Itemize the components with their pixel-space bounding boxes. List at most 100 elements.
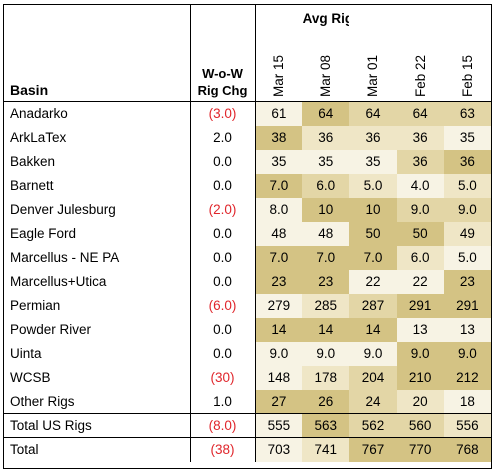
rig-count-cell: 36: [302, 125, 350, 150]
basin-cell: Uinta: [10, 346, 42, 361]
rig-count-cell: 48: [302, 221, 350, 246]
rig-count-cell: 556: [443, 413, 491, 438]
rig-count-cell: 5.0: [443, 173, 491, 198]
rig-count-cell: 22: [396, 269, 444, 294]
rig-count-cell: 20: [396, 389, 444, 414]
rig-count-cell: 212: [443, 365, 491, 390]
rig-count-cell: 9.0: [396, 341, 444, 366]
wow-header-line1: W-o-W: [202, 66, 243, 81]
rig-count-cell: 7.0: [302, 245, 350, 270]
basin-cell: Total US Rigs: [4, 413, 191, 438]
rig-count-cell: 770: [396, 437, 444, 462]
week-header-2: Mar 01: [349, 5, 397, 102]
basin-cell: Bakken: [10, 154, 56, 169]
basin-cell: Denver Julesburg: [10, 202, 116, 217]
rig-count-cell: 285: [302, 293, 350, 318]
wow-change-cell: 0.0: [189, 341, 256, 366]
wow-change-cell: (30): [189, 365, 256, 390]
rig-count-cell: 14: [349, 317, 397, 342]
rig-count-cell: 48: [255, 221, 303, 246]
rig-count-cell: 148: [255, 365, 303, 390]
week-label: Mar 15: [271, 54, 287, 97]
rig-count-cell: 291: [396, 293, 444, 318]
rig-count-cell: 291: [443, 293, 491, 318]
table-row: Permian (6.0) 279 285 287 291 291: [4, 293, 491, 318]
rig-count-cell: 10: [349, 197, 397, 222]
rig-count-cell: 560: [396, 413, 444, 438]
table-row: WCSB (30) 148 178 204 210 212: [4, 365, 491, 390]
rig-count-cell: 4.0: [396, 173, 444, 198]
rig-count-cell: 22: [349, 269, 397, 294]
rig-count-cell: 9.0: [443, 197, 491, 222]
week-label: Feb 15: [459, 54, 475, 97]
table-row: Anadarko (3.0) 61 64 64 64 63: [4, 101, 491, 126]
rig-count-cell: 9.0: [302, 341, 350, 366]
rig-count-cell: 204: [349, 365, 397, 390]
wow-change-cell: 0.0: [189, 221, 256, 246]
rig-count-cell: 767: [349, 437, 397, 462]
header-row: Basin W-o-W Rig Chg Mar 15 Avg Rig Count…: [4, 5, 491, 102]
rig-count-cell: 13: [396, 317, 444, 342]
basin-cell: Barnett: [10, 178, 54, 193]
rig-count-cell: 287: [349, 293, 397, 318]
rig-count-cell: 178: [302, 365, 350, 390]
rig-count-table: Basin W-o-W Rig Chg Mar 15 Avg Rig Count…: [4, 5, 491, 462]
table-row: Other Rigs 1.0 27 26 24 20 18: [4, 389, 491, 414]
rig-count-cell: 64: [349, 101, 397, 126]
rig-count-cell: 23: [255, 269, 303, 294]
week-label: Mar 01: [365, 54, 381, 97]
wow-change-cell: 0.0: [189, 149, 256, 174]
basin-cell: Anadarko: [10, 106, 68, 122]
rig-count-cell: 5.0: [349, 173, 397, 198]
rig-count-cell: 9.0: [255, 341, 303, 366]
rig-count-cell: 50: [349, 221, 397, 246]
table-row: Denver Julesburg (2.0) 8.0 10 10 9.0 9.0: [4, 197, 491, 222]
rig-count-cell: 23: [302, 269, 350, 294]
rig-count-cell: 7.0: [255, 173, 303, 198]
wow-change-cell: 2.0: [189, 125, 256, 150]
wow-change-cell: 0.0: [189, 173, 256, 198]
wow-change-cell: (6.0): [189, 293, 256, 318]
week-label: Mar 08: [318, 54, 334, 97]
rig-count-cell: 210: [396, 365, 444, 390]
rig-count-table-frame: Basin W-o-W Rig Chg Mar 15 Avg Rig Count…: [3, 4, 492, 469]
rig-count-cell: 23: [443, 269, 491, 294]
wow-change-cell: 0.0: [189, 317, 256, 342]
rig-count-cell: 24: [349, 389, 397, 414]
rig-count-cell: 9.0: [349, 341, 397, 366]
rig-count-cell: 9.0: [396, 197, 444, 222]
table-row: Marcellus+Utica 0.0 23 23 22 22 23: [4, 269, 491, 294]
wow-change-cell: (8.0): [189, 413, 256, 438]
avg-rig-count-title: Avg Rig Count: [302, 11, 350, 26]
wow-change-cell: 1.0: [189, 389, 256, 414]
rig-count-cell: 61: [255, 101, 303, 126]
rig-count-cell: 7.0: [255, 245, 303, 270]
table-row: ArkLaTex 2.0 38 36 36 36 35: [4, 125, 491, 150]
table-row: Barnett 0.0 7.0 6.0 5.0 4.0 5.0: [4, 173, 491, 198]
rig-count-cell: 14: [255, 317, 303, 342]
rig-count-cell: 7.0: [349, 245, 397, 270]
rig-count-cell: 6.0: [396, 245, 444, 270]
wow-change-cell: 0.0: [189, 245, 256, 270]
basin-header: Basin: [4, 5, 191, 102]
rig-count-cell: 63: [443, 101, 491, 126]
rig-count-cell: 35: [302, 149, 350, 174]
rig-count-cell: 35: [443, 125, 491, 150]
table-row: Bakken 0.0 35 35 35 36 36: [4, 149, 491, 174]
basin-cell: Other Rigs: [10, 393, 75, 409]
rig-count-cell: 38: [255, 125, 303, 150]
rig-count-cell: 563: [302, 413, 350, 438]
rig-count-cell: 10: [302, 197, 350, 222]
rig-count-cell: 36: [349, 125, 397, 150]
rig-count-cell: 703: [255, 437, 303, 462]
rig-count-cell: 6.0: [302, 173, 350, 198]
basin-cell: WCSB: [10, 370, 51, 385]
week-header-1: Avg Rig Count Mar 08: [302, 5, 350, 102]
week-header-4: Feb 15: [443, 5, 491, 102]
rig-count-cell: 13: [443, 317, 491, 342]
week-label: Feb 22: [412, 54, 428, 97]
rig-count-cell: 18: [443, 389, 491, 414]
rig-count-cell: 36: [443, 149, 491, 174]
basin-cell: Marcellus - NE PA: [10, 250, 120, 265]
rig-count-cell: 279: [255, 293, 303, 318]
